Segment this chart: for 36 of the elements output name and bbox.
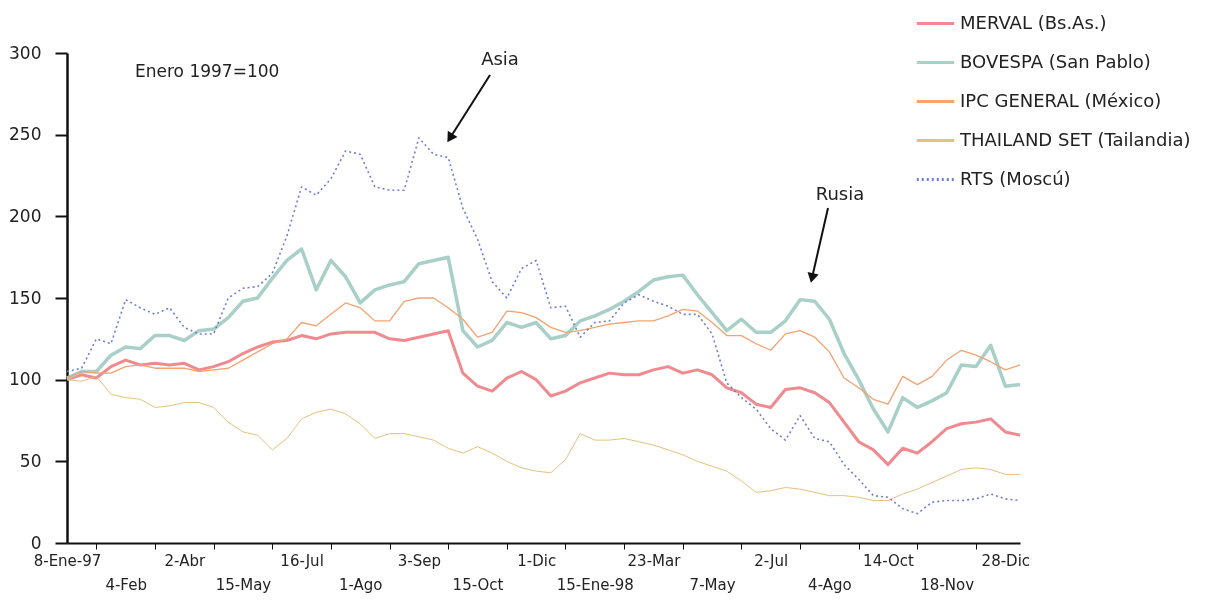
line-series — [66, 297, 1021, 405]
y-tick-label: 150 — [9, 287, 42, 308]
legend-label: BOVESPA (San Pablo) — [960, 50, 1151, 72]
y-tick-label: 50 — [19, 450, 42, 471]
y-tick-label: 300 — [9, 42, 42, 63]
legend-label: IPC GENERAL (México) — [960, 89, 1162, 111]
annotation: Asia — [481, 48, 519, 69]
legend-label: MERVAL (Bs.As.) — [960, 11, 1107, 33]
x-tick-label: 2-Jul — [754, 551, 789, 570]
x-tick-label: 1-Dic — [517, 551, 557, 570]
x-tick-label: 15-Oct — [452, 575, 504, 594]
y-tick-label: 100 — [9, 369, 42, 390]
x-tick-label: 2-Abr — [164, 551, 206, 570]
x-tick-label: 14-Oct — [863, 551, 915, 570]
y-tick-label: 0 — [30, 532, 42, 553]
x-tick-label: 4-Feb — [105, 575, 147, 594]
y-tick-label: 200 — [9, 205, 42, 226]
annotation: Enero 1997=100 — [135, 61, 280, 81]
x-tick-label: 8-Ene-97 — [33, 551, 102, 570]
line-series — [65, 247, 1022, 434]
x-tick-label: 15-Ene-98 — [556, 575, 634, 594]
legend-label: THAILAND SET (Tailandia) — [959, 128, 1191, 150]
x-tick-label: 7-May — [689, 575, 736, 594]
x-tick-label: 4-Ago — [808, 575, 852, 594]
x-tick-label: 3-Sep — [397, 551, 441, 570]
legend-label: RTS (Moscú) — [960, 167, 1071, 189]
x-tick-label: 16-Jul — [280, 551, 324, 570]
x-tick-label: 1-Ago — [338, 575, 383, 594]
x-tick-label: 28-Dic — [981, 551, 1031, 570]
x-tick-label: 18-Nov — [920, 575, 975, 594]
annotation: Rusia — [815, 183, 865, 204]
x-tick-label: 15-May — [215, 575, 272, 594]
line-series — [66, 375, 1021, 502]
line-series — [65, 329, 1022, 467]
y-tick-label: 250 — [9, 124, 42, 145]
x-tick-label: 23-Mar — [627, 551, 682, 570]
